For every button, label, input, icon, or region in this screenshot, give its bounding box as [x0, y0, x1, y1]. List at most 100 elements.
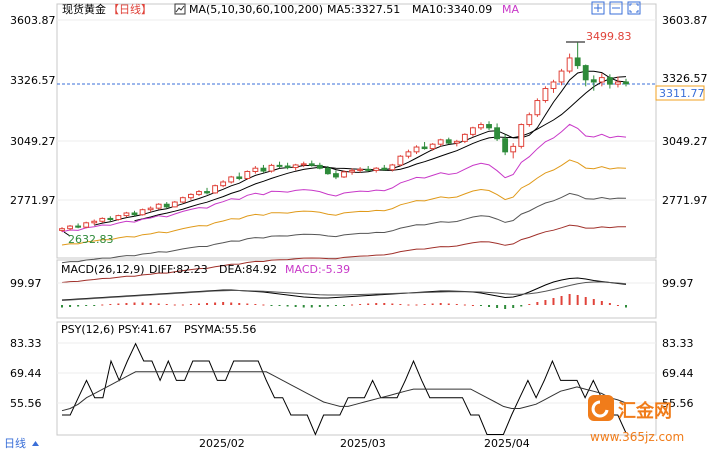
- right-tick-2: 3326.57: [662, 72, 707, 85]
- macd-bar: [318, 305, 321, 307]
- macd-bar: [359, 304, 362, 305]
- psy-right-axis: 83.33 69.44 55.56: [662, 337, 694, 410]
- toolbar: [591, 1, 641, 15]
- psyma-line: [61, 371, 627, 412]
- macd-frame: [56, 259, 657, 319]
- candle: [220, 180, 227, 188]
- candle-body: [381, 167, 388, 171]
- candle: [284, 162, 291, 170]
- macd-bar: [109, 304, 112, 305]
- candle: [204, 187, 210, 195]
- macd-bar: [584, 297, 587, 305]
- candle: [196, 190, 202, 196]
- macd-bar: [173, 304, 176, 306]
- macd-bar: [286, 305, 289, 307]
- macd-bar: [262, 304, 265, 306]
- candle-body: [534, 100, 541, 116]
- candle-body: [260, 167, 267, 172]
- candle-body: [91, 220, 98, 224]
- fullscreen-icon[interactable]: [627, 1, 641, 15]
- macd-bar: [592, 299, 595, 305]
- candle-body: [115, 215, 122, 221]
- candle-body: [574, 57, 581, 67]
- candle: [405, 149, 412, 159]
- zoom-in-icon[interactable]: [591, 1, 605, 15]
- ma-params: MA(5,10,30,60,100,200): [189, 3, 323, 16]
- candle-body: [365, 168, 372, 171]
- macd-dea: DEA:84.92: [219, 263, 277, 276]
- candle: [244, 170, 251, 180]
- candle-body: [389, 164, 396, 171]
- x-label-feb: 2025/02: [199, 437, 245, 450]
- x-label-apr: 2025/04: [484, 437, 530, 450]
- candle-body: [67, 225, 73, 230]
- psy-gridlines: [57, 342, 656, 404]
- x-axis: 2025/02 2025/03 2025/04: [199, 437, 530, 450]
- candle: [550, 79, 557, 93]
- macd-bar: [157, 303, 160, 305]
- macd-bar: [431, 303, 434, 305]
- psyma-value: PSYMA:55.56: [184, 323, 256, 336]
- psy-title: PSY(12,6): [61, 323, 114, 336]
- period-caret-icon[interactable]: [32, 441, 39, 446]
- candle-body: [292, 164, 299, 169]
- candle: [510, 143, 517, 159]
- candle: [107, 216, 114, 222]
- macd-bar: [270, 305, 273, 306]
- macd-bar: [600, 301, 603, 305]
- current-price-box: [655, 85, 705, 101]
- candle-body: [252, 167, 259, 172]
- candle-body: [542, 88, 549, 102]
- macd-bar: [488, 305, 491, 307]
- ma-toggle-icon-glyph: [175, 5, 185, 13]
- candle: [606, 74, 613, 89]
- macd-bar: [375, 303, 378, 305]
- instrument-name: 现货黄金: [62, 2, 106, 16]
- macd-bar: [391, 303, 394, 305]
- zoom-out-icon[interactable]: [609, 1, 623, 15]
- high-label: 3499.83: [586, 30, 632, 43]
- candle-body: [405, 151, 412, 157]
- candle: [349, 168, 355, 175]
- candle: [115, 214, 122, 221]
- macd-bar: [512, 305, 515, 308]
- candle: [163, 202, 170, 209]
- current-price-label: 3311.77: [659, 87, 705, 100]
- ma-toggle-icon[interactable]: [174, 3, 186, 15]
- macd-bar: [536, 302, 539, 305]
- candle-body: [123, 212, 130, 217]
- candle-body: [139, 209, 146, 216]
- period-button[interactable]: 日线: [4, 436, 26, 450]
- macd-bar: [294, 305, 297, 307]
- low-label: 2632.83: [68, 233, 114, 246]
- candle-body: [276, 164, 283, 167]
- candle: [486, 121, 492, 131]
- macd-bar: [149, 303, 152, 305]
- candle-body: [558, 70, 565, 83]
- candle: [437, 138, 444, 147]
- candle: [469, 126, 476, 137]
- candle: [365, 166, 372, 172]
- ma100-line: [61, 192, 627, 264]
- psy-left-tick-2: 69.44: [10, 367, 42, 380]
- candle: [91, 219, 98, 225]
- candle-body: [461, 133, 468, 142]
- candle-body: [502, 138, 509, 153]
- watermark-logo-glyph: [591, 400, 609, 418]
- period-label[interactable]: 【日线】: [108, 2, 152, 16]
- macd-bar: [181, 304, 184, 306]
- candle: [99, 217, 106, 223]
- psy-value: PSY:41.67: [118, 323, 172, 336]
- candle: [542, 86, 549, 103]
- macd-bar: [302, 305, 305, 308]
- candle-body: [324, 167, 331, 175]
- ma200-line: [61, 224, 627, 283]
- candle: [155, 203, 162, 210]
- candle-body: [212, 185, 219, 194]
- macd-diff: DIFF:82.23: [149, 263, 208, 276]
- candle-body: [83, 222, 90, 228]
- macd-left-tick: 99.97: [10, 277, 42, 290]
- candle: [292, 163, 299, 171]
- candle: [566, 53, 573, 74]
- candle: [139, 208, 146, 216]
